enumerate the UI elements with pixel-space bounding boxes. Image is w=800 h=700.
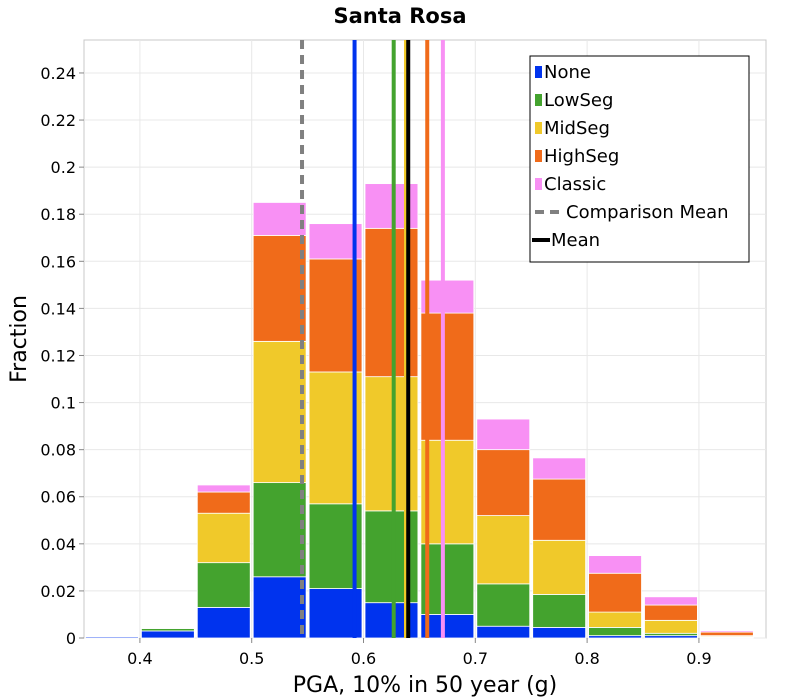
x-tick-label: 0.8 xyxy=(574,649,599,668)
legend-label: MidSeg xyxy=(544,118,610,139)
bar-segment-classic xyxy=(196,484,251,493)
y-tick-label: 0.24 xyxy=(40,64,76,83)
bar-segment-lowseg xyxy=(476,583,531,627)
y-tick-label: 0.1 xyxy=(51,394,76,413)
y-tick-label: 0.2 xyxy=(51,158,76,177)
x-tick-label: 0.4 xyxy=(127,649,152,668)
y-axis-title: Fraction xyxy=(7,295,32,383)
chart-title: Santa Rosa xyxy=(333,4,466,28)
bar-segment-classic xyxy=(588,555,642,574)
legend-label: LowSeg xyxy=(544,90,613,111)
legend-swatch xyxy=(535,94,542,106)
bar-segment-highseg xyxy=(196,491,251,514)
bar-segment-highseg xyxy=(252,235,307,342)
x-tick-label: 0.6 xyxy=(351,649,376,668)
bar-segment-none xyxy=(196,606,251,639)
legend-swatch xyxy=(535,122,542,134)
y-tick-label: 0.22 xyxy=(40,111,76,130)
bar-segment-midseg xyxy=(588,611,642,628)
bar-segment-none xyxy=(532,627,587,639)
mean-lines xyxy=(300,40,445,638)
bar-segment-classic xyxy=(476,418,531,451)
bar-segment-midseg xyxy=(252,340,307,484)
bar-segment-highseg xyxy=(588,572,642,613)
y-tick-label: 0.08 xyxy=(40,441,76,460)
legend: None LowSeg MidSeg HighSeg Classic Comparison… xyxy=(529,55,750,263)
bar-segment-lowseg xyxy=(532,594,587,628)
legend-label: Mean xyxy=(551,230,600,251)
x-axis: 0.4 0.5 0.6 0.7 0.8 0.9 xyxy=(127,638,712,668)
y-tick-label: 0.04 xyxy=(40,535,76,554)
bar-segment-classic xyxy=(420,279,475,314)
bar-segment-midseg xyxy=(420,439,475,545)
bar-segment-classic xyxy=(700,630,754,633)
bar-segment-lowseg xyxy=(588,627,642,637)
bar-segment-lowseg xyxy=(196,562,251,608)
bar-segment-none xyxy=(141,630,195,639)
legend-label: None xyxy=(544,62,591,83)
bar-segment-highseg xyxy=(476,449,531,516)
x-axis-title: PGA, 10% in 50 year (g) xyxy=(293,673,557,698)
legend-swatch xyxy=(535,178,542,190)
bar-segment-lowseg xyxy=(420,543,475,615)
legend-swatch xyxy=(535,150,542,162)
bar-segment-lowseg xyxy=(141,628,195,632)
x-tick-label: 0.7 xyxy=(463,649,488,668)
y-tick-label: 0 xyxy=(66,629,76,648)
bar-segment-highseg xyxy=(420,312,475,441)
legend-label: HighSeg xyxy=(544,146,619,167)
y-tick-label: 0.14 xyxy=(40,299,76,318)
x-tick-label: 0.5 xyxy=(239,649,264,668)
bar-segment-midseg xyxy=(644,619,698,634)
bar-segment-classic xyxy=(252,202,307,236)
bar-segment-lowseg xyxy=(252,482,307,578)
y-tick-label: 0.18 xyxy=(40,205,76,224)
bar-segment-highseg xyxy=(532,478,587,541)
bar-segment-none xyxy=(252,576,307,639)
legend-label: Comparison Mean xyxy=(566,202,729,223)
legend-label: Classic xyxy=(544,174,606,195)
bar-segment-classic xyxy=(644,596,698,606)
legend-box xyxy=(529,55,750,263)
bar-segment-midseg xyxy=(476,515,531,585)
y-tick-label: 0.02 xyxy=(40,582,76,601)
y-tick-label: 0.16 xyxy=(40,252,76,271)
bar-segment-highseg xyxy=(700,631,754,637)
bar-segment-highseg xyxy=(644,604,698,621)
y-tick-label: 0.06 xyxy=(40,488,76,507)
y-axis: 0 0.02 0.04 0.06 0.08 0.1 0.12 0.14 0.16 0.18 0.2 0… xyxy=(40,64,84,648)
bar-segment-none xyxy=(476,625,531,639)
y-tick-label: 0.12 xyxy=(40,346,76,365)
bar-segment-midseg xyxy=(532,539,587,595)
x-tick-label: 0.9 xyxy=(686,649,711,668)
bar-segment-none xyxy=(85,636,139,639)
bar-segment-midseg xyxy=(196,512,251,564)
bar-segment-classic xyxy=(532,457,587,480)
legend-swatch xyxy=(535,66,542,78)
